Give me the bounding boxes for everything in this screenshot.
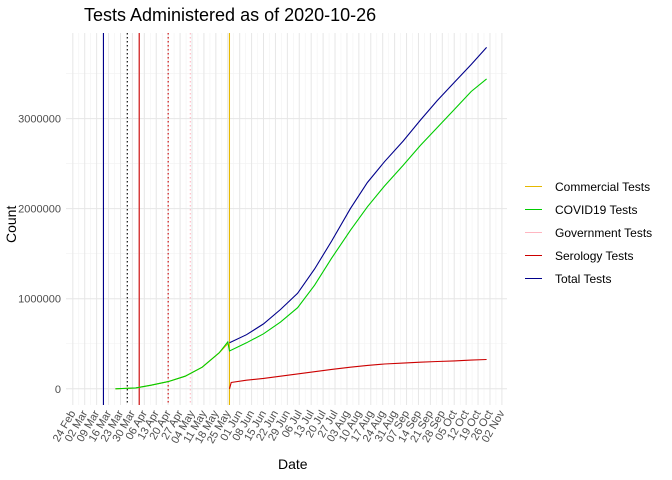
legend-swatch <box>525 209 542 210</box>
series-line-serology-tests <box>228 358 487 389</box>
legend-swatch <box>525 255 542 256</box>
chart-title: Tests Administered as of 2020-10-26 <box>84 5 377 25</box>
series-line-total-tests <box>229 47 488 344</box>
legend-label: Total Tests <box>555 272 612 286</box>
x-axis-label: Date <box>278 456 308 472</box>
legend-swatch <box>525 278 542 279</box>
major-gridlines <box>66 33 507 405</box>
legend-label: Commercial Tests <box>555 180 651 194</box>
y-tick-label: 2000000 <box>18 204 61 216</box>
y-tick-label: 3000000 <box>18 114 61 126</box>
legend-label: Serology Tests <box>555 249 634 263</box>
legend-swatch <box>525 186 542 187</box>
legend-swatch <box>525 232 542 233</box>
legend-label: COVID19 Tests <box>555 203 638 217</box>
series-line-covid19-tests <box>115 78 487 390</box>
minor-gridlines <box>66 33 507 405</box>
y-tick-label: 0 <box>55 384 61 396</box>
legend-label: Government Tests <box>555 226 653 240</box>
reference-lines <box>102 33 231 405</box>
y-tick-labels: 0 1000000 2000000 3000000 <box>18 114 61 396</box>
y-tick-label: 1000000 <box>18 294 61 306</box>
series-lines <box>115 47 488 390</box>
